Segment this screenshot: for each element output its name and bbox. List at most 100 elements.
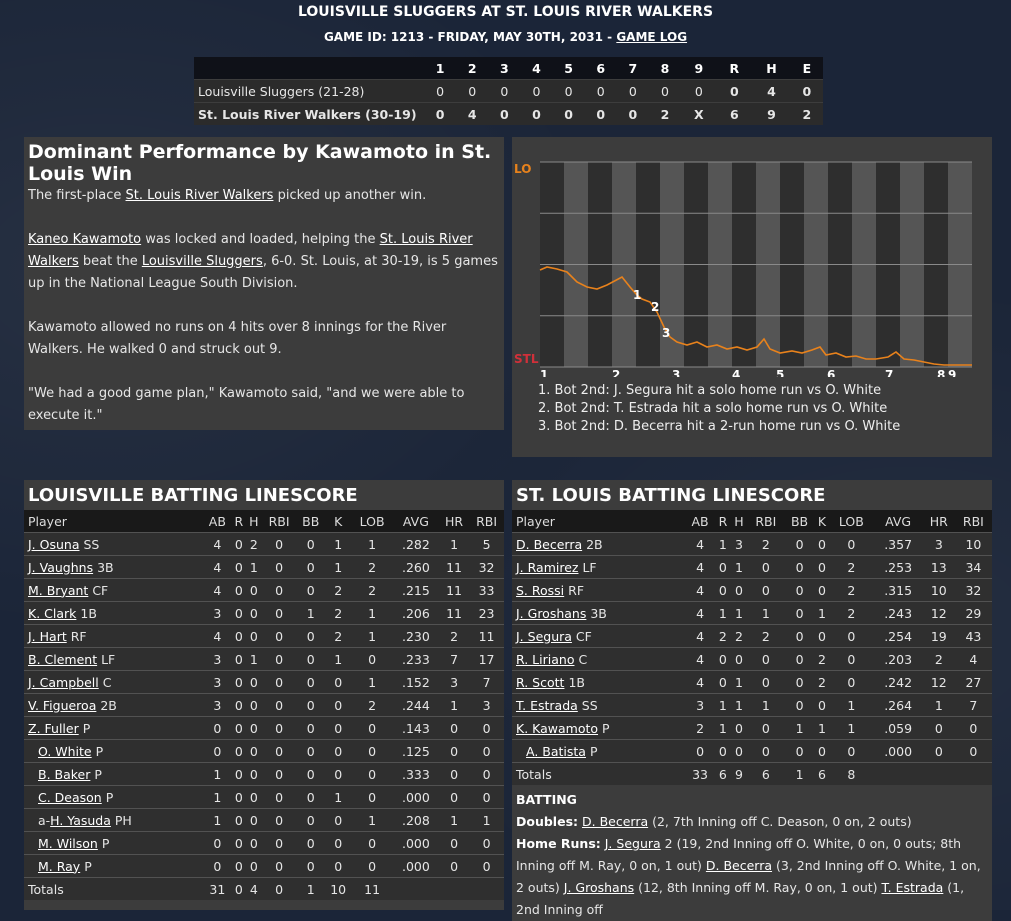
line-score-col: 5 — [552, 57, 585, 80]
inning-label: 3 — [672, 368, 680, 377]
team-link-stl[interactable]: St. Louis River Walkers — [28, 232, 473, 269]
stat-cell: 29 — [954, 601, 992, 625]
total-h: 4 — [752, 79, 791, 103]
stat-cell: 1 — [296, 601, 325, 625]
player-link[interactable]: K. Kawamoto — [516, 720, 599, 736]
player-link[interactable]: T. Estrada — [516, 697, 578, 713]
game-log-link[interactable]: GAME LOG — [616, 30, 688, 44]
player-link[interactable]: T. Estrada — [881, 880, 944, 895]
player-link[interactable]: M. Ray — [38, 858, 81, 874]
player-link[interactable]: M. Wilson — [38, 835, 98, 851]
player-link[interactable]: V. Figueroa — [28, 697, 97, 713]
player-link[interactable]: D. Becerra — [516, 536, 583, 552]
player-link[interactable]: J. Campbell — [28, 674, 99, 690]
stat-cell: 0 — [203, 831, 232, 855]
totals-row: Totals 31 0 4 0 1 10 11 — [24, 877, 504, 900]
player-link[interactable]: J. Segura — [516, 628, 572, 644]
stat-cell: 1 — [324, 647, 352, 671]
player-link[interactable]: O. White — [38, 743, 92, 759]
stat-cell: 17 — [469, 647, 504, 671]
batting-col: R — [231, 510, 247, 533]
batting-row: J. Osuna SS 4 0 2 0 0 1 1.282 1 5 — [24, 532, 504, 556]
total-e: 2 — [790, 102, 823, 125]
recap-headline: Dominant Performance by Kawamoto in St. … — [28, 141, 492, 185]
team-link-stl[interactable]: St. Louis River Walkers — [125, 188, 274, 203]
player-link[interactable]: B. Baker — [38, 766, 91, 782]
batting-row: B. Clement LF 3 0 1 0 0 1 0.233 7 17 — [24, 647, 504, 671]
hr-text: (3, 2nd Inning off O. White, 1 on, 2 out… — [516, 858, 981, 895]
player-link[interactable]: D. Becerra — [582, 814, 649, 829]
player-position: RF — [70, 628, 87, 644]
stat-cell: 7 — [954, 693, 992, 717]
label-away-team: LO — [514, 162, 531, 176]
stat-cell: 0 — [296, 716, 325, 740]
stat-cell: .152 — [392, 670, 440, 694]
inning-label: 4 — [732, 368, 740, 377]
team-link-lou[interactable]: Louisville Sluggers — [141, 254, 263, 269]
wp-note-1: 1. Bot 2nd: J. Segura hit a solo home ru… — [538, 383, 882, 398]
inning-score: X — [681, 102, 717, 125]
player-link-kawamoto[interactable]: Kaneo Kawamoto — [28, 232, 142, 247]
stat-cell: 2 — [246, 532, 262, 556]
player-link[interactable]: B. Clement — [28, 651, 98, 667]
player-link[interactable]: J. Groshans — [516, 605, 587, 621]
stat-cell: 0 — [829, 739, 874, 763]
batting-col: RBI — [469, 510, 504, 533]
stat-cell: 0 — [231, 532, 247, 556]
player-position: 2B — [100, 697, 117, 713]
batting-notes: BATTING Doubles: D. Becerra (2, 7th Inni… — [512, 785, 992, 921]
stat-cell: 1 — [324, 532, 352, 556]
player-link[interactable]: J. Ramirez — [516, 559, 579, 575]
stat-cell: 0 — [814, 532, 830, 556]
stat-cell: 0 — [324, 808, 352, 832]
stat-cell: 0 — [469, 739, 504, 763]
batting-notes-label: BATTING — [516, 792, 577, 807]
player-link[interactable]: J. Groshans — [563, 880, 635, 895]
stat-cell: 0 — [922, 716, 955, 740]
louisville-batting-box: LOUISVILLE BATTING LINESCORE Player AB R H R… — [24, 480, 504, 910]
stat-cell: 1 — [439, 693, 470, 717]
stat-cell: 4 — [684, 647, 716, 671]
stat-cell: 1 — [324, 785, 352, 809]
stat-cell: 2 — [814, 670, 830, 694]
stat-cell: 0 — [784, 532, 815, 556]
player-link[interactable]: H. Yasuda — [50, 812, 111, 828]
totals-stat: 1 — [784, 762, 815, 785]
player-link[interactable]: J. Vaughns — [28, 559, 94, 575]
stat-cell: .254 — [873, 624, 923, 648]
stat-cell: 0 — [296, 762, 325, 786]
team-name: Louisville Sluggers (21-28) — [194, 79, 424, 103]
player-link[interactable]: K. Clark — [28, 605, 77, 621]
inning-label: 2 — [612, 368, 620, 377]
player-link[interactable]: A. Batista — [526, 743, 586, 759]
team-name: St. Louis River Walkers (30-19) — [194, 102, 424, 125]
stat-cell: 0 — [324, 854, 352, 878]
player-link[interactable]: Z. Fuller — [28, 720, 79, 736]
player-link[interactable]: D. Becerra — [705, 858, 773, 873]
stat-cell: 4 — [684, 555, 716, 579]
player-link[interactable]: C. Deason — [38, 789, 102, 805]
batting-row: V. Figueroa 2B 3 0 0 0 0 0 2.244 1 3 — [24, 693, 504, 717]
player-link[interactable]: R. Liriano — [516, 651, 575, 667]
stat-cell: 0 — [954, 739, 992, 763]
stat-cell: 0 — [261, 808, 297, 832]
inning-label: 9 — [948, 368, 956, 377]
player-link[interactable]: M. Bryant — [28, 582, 89, 598]
player-cell: S. Rossi RF — [512, 578, 685, 602]
stat-cell: 1 — [730, 693, 748, 717]
stat-cell: 13 — [922, 555, 955, 579]
totals-stat: 33 — [684, 762, 716, 785]
player-link[interactable]: S. Rossi — [516, 582, 565, 598]
player-link[interactable]: J. Segura — [604, 836, 661, 851]
stat-cell: 0 — [296, 578, 325, 602]
totals-label: Totals — [24, 877, 204, 900]
player-link[interactable]: R. Scott — [516, 674, 565, 690]
player-link[interactable]: J. Osuna — [28, 536, 80, 552]
home-runs-label: Home Runs: — [516, 836, 601, 851]
batting-row: B. Baker P 1 0 0 0 0 0 0.333 0 0 — [24, 762, 504, 786]
inning-score: 4 — [456, 102, 489, 125]
totals-stat: 9 — [730, 762, 748, 785]
stat-cell: 4 — [203, 532, 232, 556]
player-link[interactable]: J. Hart — [28, 628, 67, 644]
